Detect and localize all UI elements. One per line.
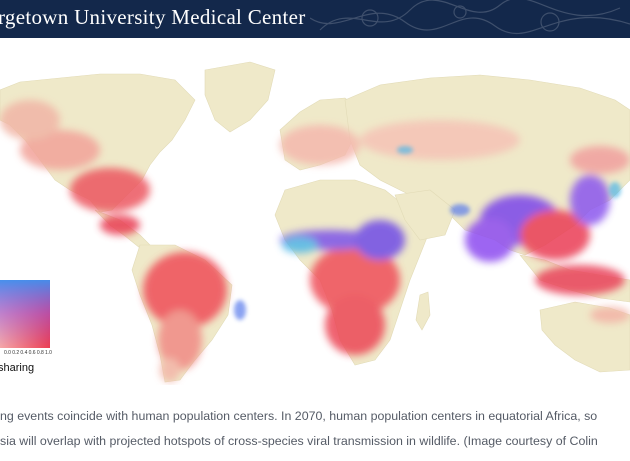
- madagascar: [415, 291, 431, 331]
- hotspot-accents: [234, 146, 621, 320]
- caption-line-2: sia will overlap with projected hotspots…: [0, 434, 598, 448]
- hotspot-layer: [0, 100, 630, 382]
- legend-tick: 0.6: [28, 350, 36, 356]
- site-header: rgetown University Medical Center: [0, 0, 630, 38]
- world-map: [0, 61, 630, 383]
- arabia: [394, 189, 456, 241]
- header-pattern: [310, 0, 630, 35]
- caption-line-1: ng events coincide with human population…: [0, 409, 598, 423]
- legend-tick: 0.8: [36, 350, 44, 356]
- greenland: [204, 61, 276, 133]
- header-title[interactable]: rgetown University Medical Center: [0, 5, 306, 29]
- legend-tick: 0.0: [4, 350, 11, 356]
- legend-tick: 1.0: [45, 350, 52, 356]
- figure-caption: ng events coincide with human population…: [0, 404, 630, 454]
- legend-gradient: [0, 280, 50, 348]
- legend-tick: 0.4: [20, 350, 28, 356]
- color-legend: 0.0 0.2 0.4 0.6 0.8 1.0 sharing: [0, 280, 52, 374]
- legend-label: sharing: [0, 362, 35, 374]
- legend-tick: 0.2: [12, 350, 20, 356]
- legend-ticks: 0.0 0.2 0.4 0.6 0.8 1.0: [4, 350, 52, 356]
